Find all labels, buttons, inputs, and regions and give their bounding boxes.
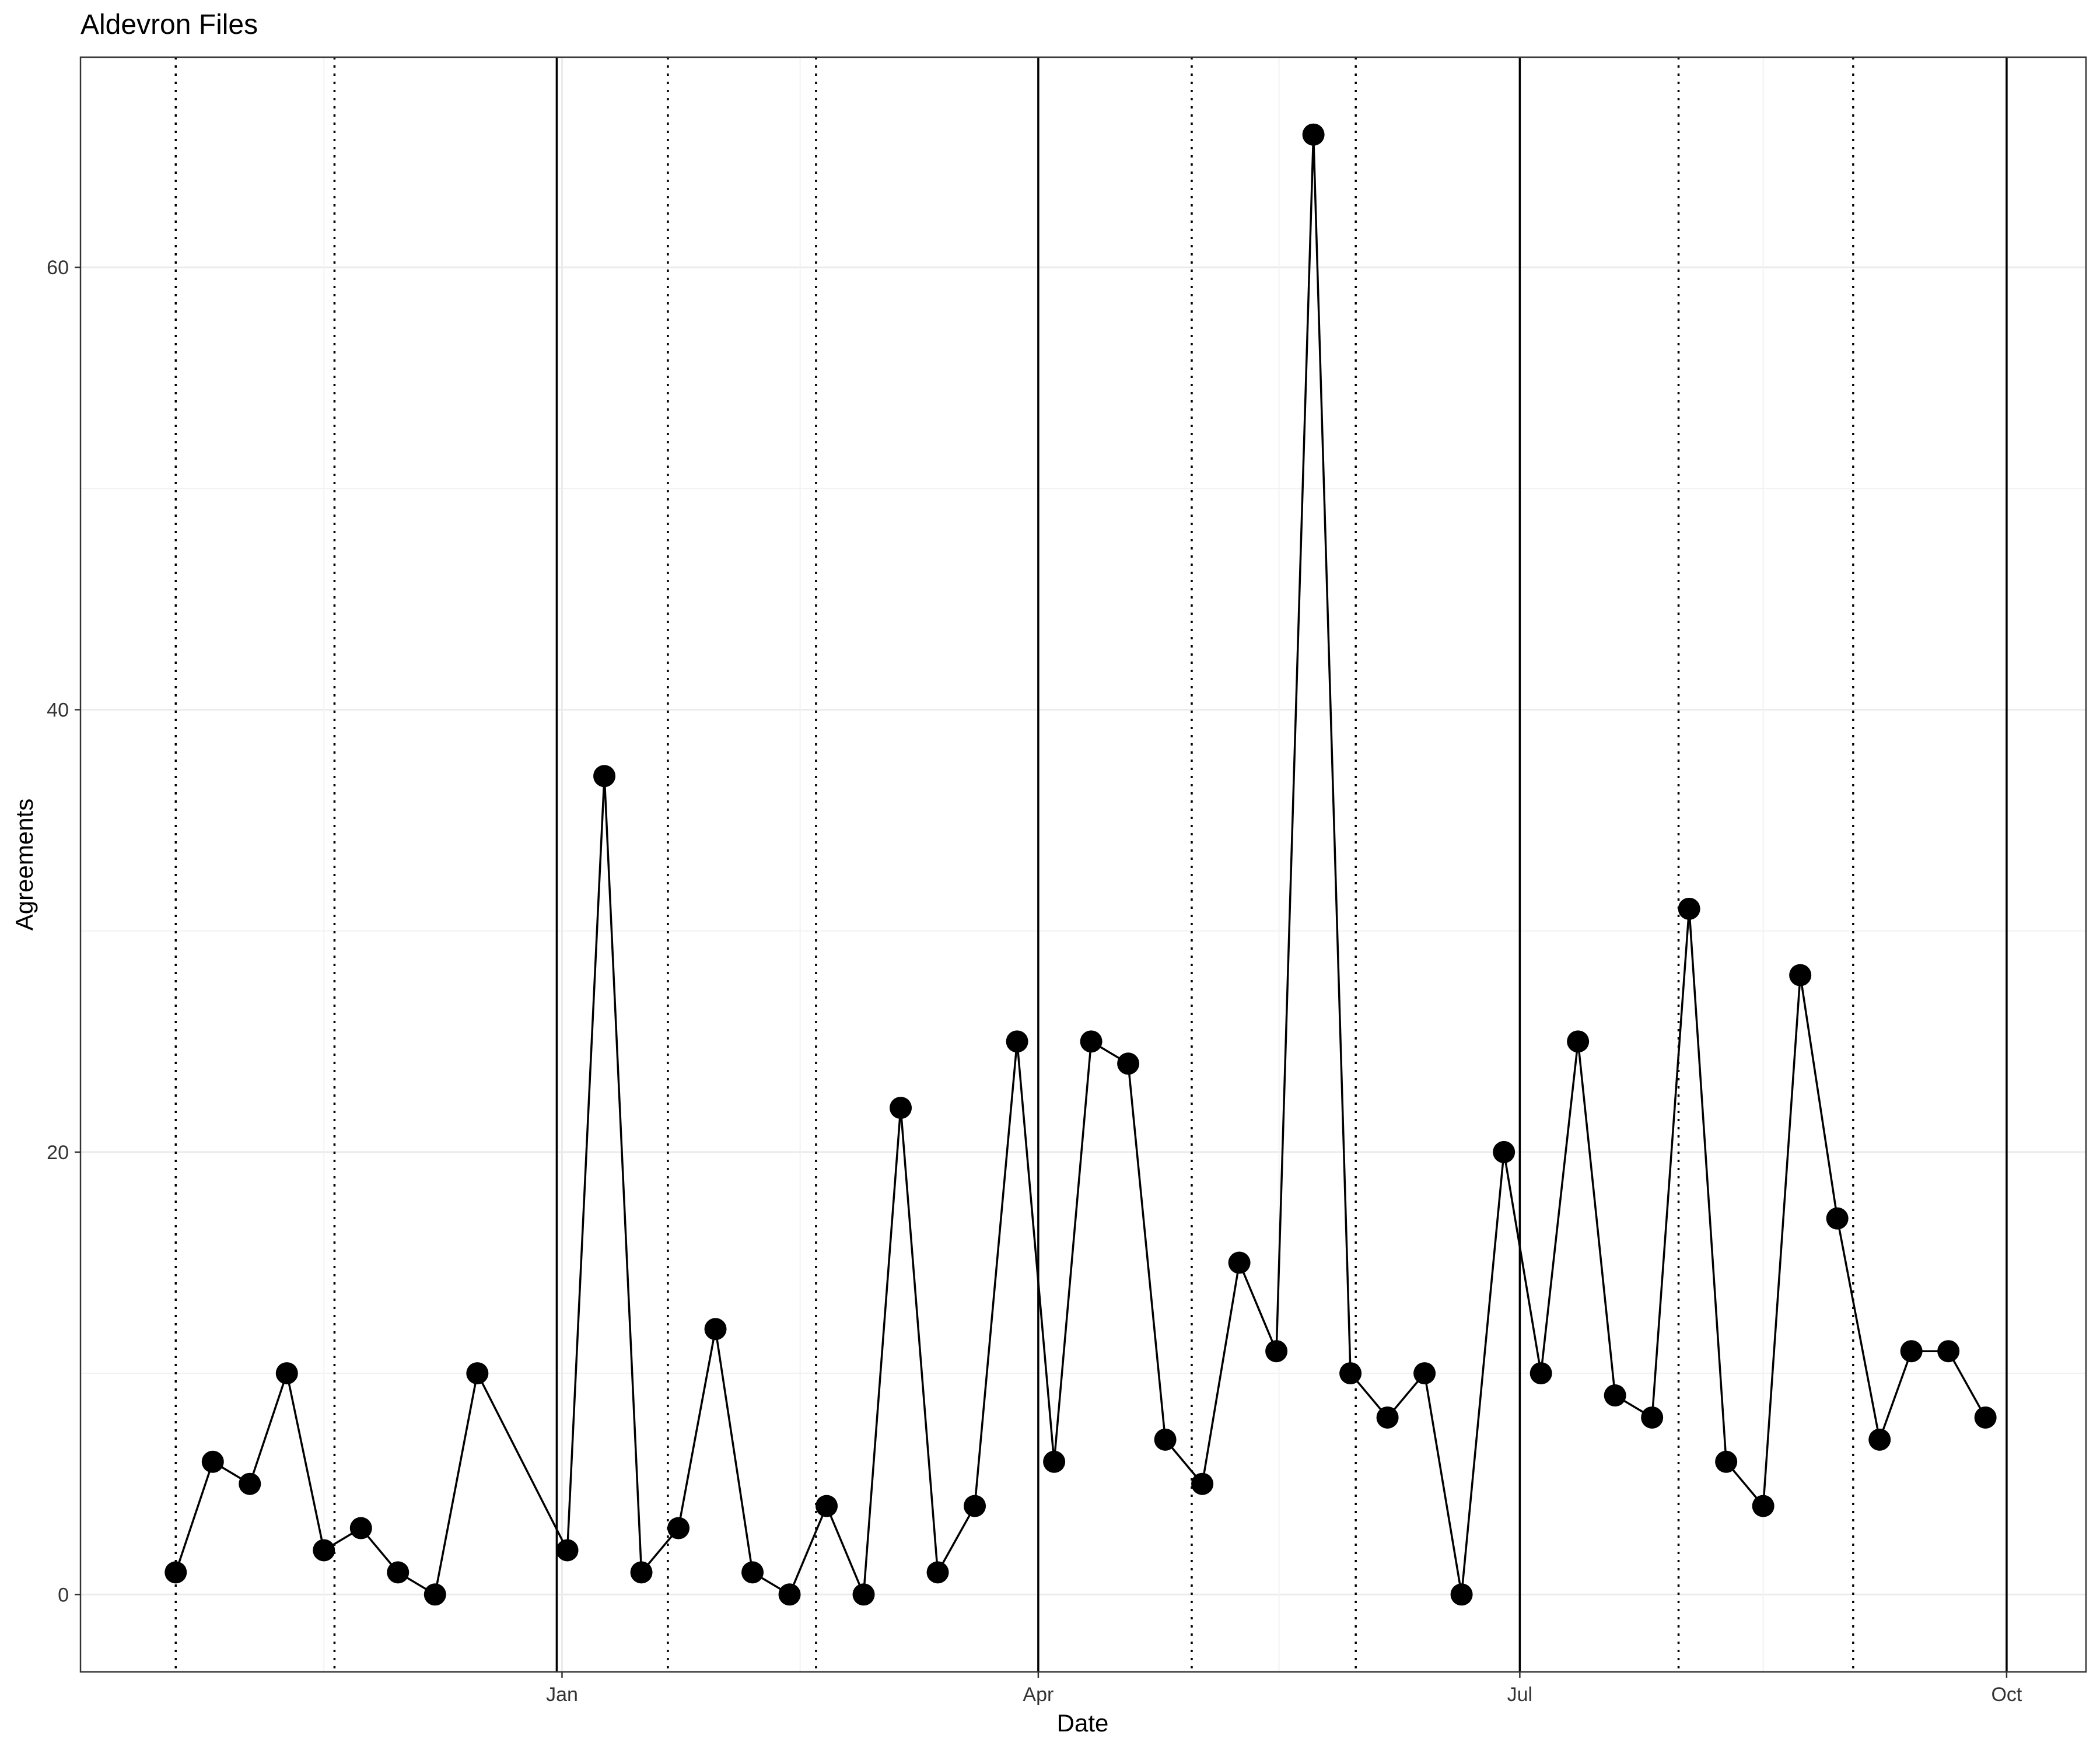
data-point	[1900, 1340, 1923, 1363]
data-point	[1265, 1340, 1288, 1363]
data-point	[275, 1362, 298, 1385]
data-point	[778, 1583, 801, 1606]
data-point	[1789, 964, 1812, 986]
data-point	[1413, 1362, 1436, 1385]
data-point	[424, 1583, 446, 1606]
data-point	[816, 1495, 838, 1517]
data-point	[1154, 1428, 1177, 1451]
data-point	[1117, 1052, 1140, 1075]
data-point	[1868, 1428, 1891, 1451]
y-tick-label: 60	[47, 257, 69, 279]
data-point	[1715, 1450, 1738, 1473]
data-point	[1604, 1384, 1626, 1407]
data-point	[926, 1561, 949, 1584]
data-point	[667, 1517, 690, 1539]
y-tick-label: 0	[58, 1584, 69, 1606]
data-point	[1191, 1472, 1214, 1495]
chart-title: Aldevron Files	[80, 9, 258, 40]
data-point	[1641, 1406, 1664, 1429]
data-point	[1450, 1583, 1473, 1606]
series-line	[174, 133, 1987, 1596]
data-point	[1080, 1030, 1102, 1053]
y-tick-label: 40	[47, 699, 69, 722]
data-point	[313, 1539, 335, 1562]
x-tick-label: Apr	[1023, 1684, 1054, 1706]
data-point	[387, 1561, 410, 1584]
data-point	[964, 1495, 986, 1517]
data-point	[201, 1450, 224, 1473]
data-point	[593, 765, 616, 788]
vertical-reference-lines	[174, 57, 2008, 1672]
data-point	[890, 1097, 912, 1119]
y-axis-title: Agreements	[10, 799, 38, 930]
data-point	[704, 1318, 727, 1341]
data-point	[630, 1561, 653, 1584]
data-point	[1678, 897, 1700, 920]
y-tick-label: 20	[47, 1142, 69, 1164]
data-point	[239, 1472, 261, 1495]
data-point	[1937, 1340, 1960, 1363]
panel-border	[79, 56, 2087, 1673]
x-axis-title: Date	[1057, 1709, 1109, 1737]
data-point	[1043, 1450, 1066, 1473]
x-tick-label: Jul	[1507, 1684, 1532, 1706]
data-point	[1302, 123, 1325, 146]
data-point	[1493, 1140, 1516, 1163]
data-point	[1339, 1362, 1362, 1385]
data-point	[164, 1561, 187, 1584]
data-point	[1826, 1207, 1849, 1230]
data-point	[466, 1362, 489, 1385]
data-point	[556, 1539, 579, 1562]
data-point	[741, 1561, 764, 1584]
x-tick-label: Oct	[1991, 1684, 2022, 1706]
data-point	[1567, 1030, 1590, 1053]
data-point	[1006, 1030, 1028, 1053]
series-layer	[164, 123, 1997, 1606]
data-point	[852, 1583, 875, 1606]
grid-lines	[80, 57, 2086, 1672]
axes: 0 20 40 60 Jan Apr Jul Oct	[47, 56, 2087, 1706]
data-point	[1974, 1406, 1997, 1429]
data-point	[1228, 1251, 1251, 1274]
data-point	[1530, 1362, 1552, 1385]
data-point	[1376, 1406, 1399, 1429]
data-point	[349, 1517, 372, 1539]
x-tick-label: Jan	[546, 1684, 578, 1706]
data-point	[1752, 1495, 1774, 1517]
